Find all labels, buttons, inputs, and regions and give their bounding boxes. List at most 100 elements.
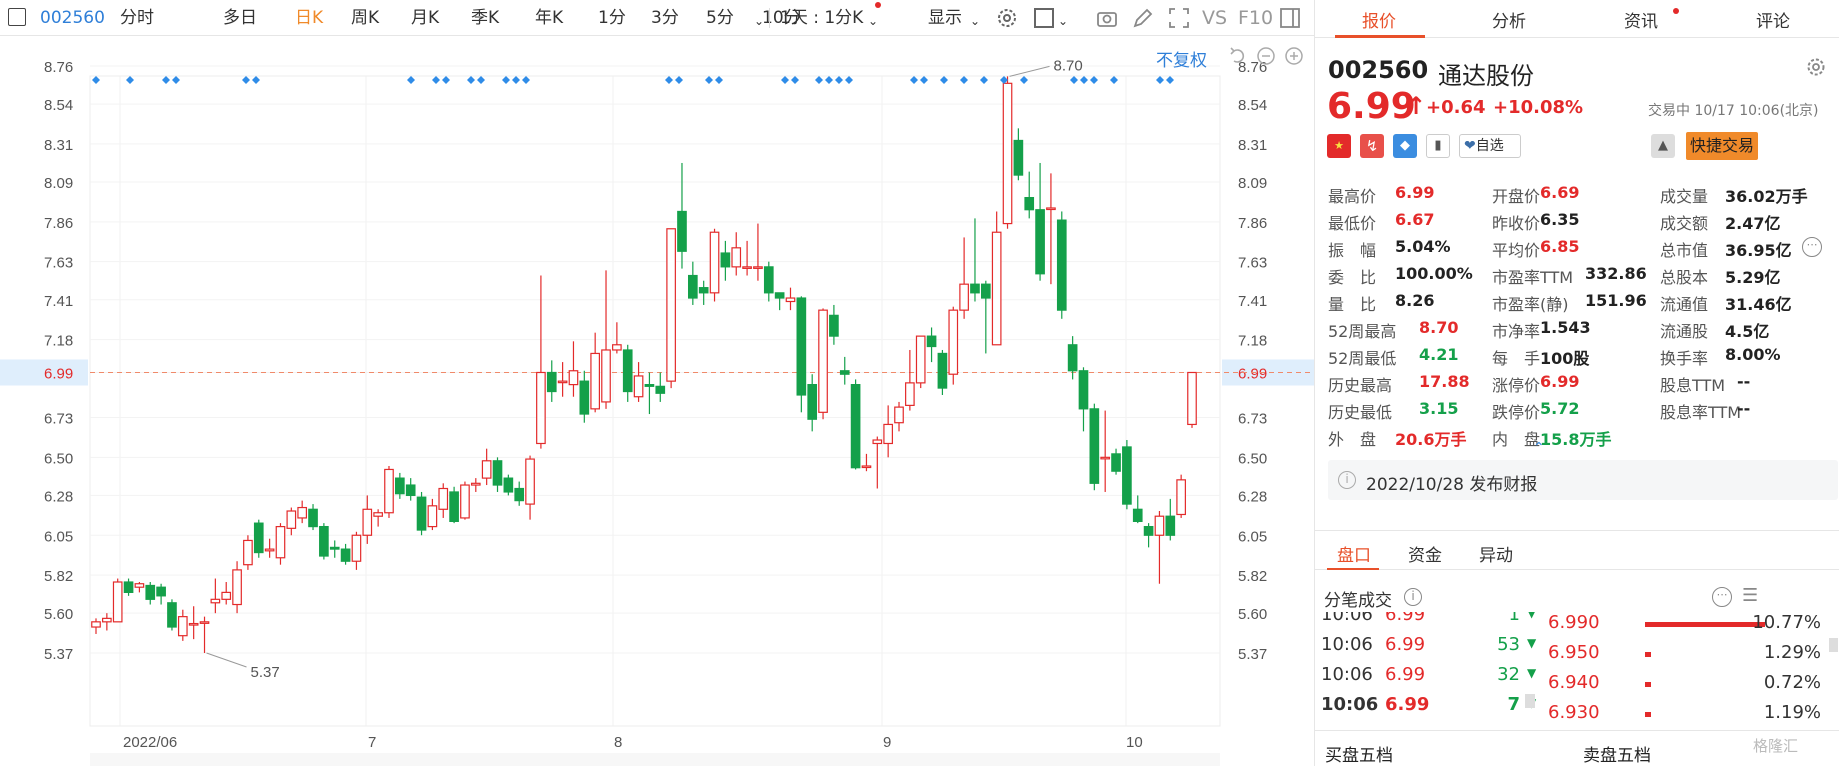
candle-body[interactable] [243, 539, 253, 566]
period-1分[interactable]: 1分 [598, 8, 626, 28]
event-marker[interactable] [1166, 76, 1174, 84]
candle-body[interactable] [774, 292, 785, 299]
tab-capital[interactable]: 资金 [1408, 546, 1442, 566]
candle-body[interactable] [492, 460, 503, 486]
candle-body[interactable] [1176, 479, 1186, 516]
candle-body[interactable] [232, 569, 242, 606]
candle-body[interactable] [872, 439, 883, 445]
bell-icon[interactable]: ▲ [1651, 134, 1675, 158]
candle-body[interactable] [991, 231, 1002, 346]
candle-body[interactable] [188, 622, 199, 626]
event-marker[interactable] [407, 76, 415, 84]
kline-chart[interactable]: 8.76 8.76 8.54 8.54 8.31 8.31 8.09 8.09 7.86 7.86… [0, 36, 1314, 766]
zoom-in-icon[interactable] [1284, 46, 1304, 66]
candle-body[interactable] [915, 335, 926, 384]
candle-body[interactable] [557, 380, 568, 384]
tab-comments[interactable]: 评论 [1756, 12, 1790, 32]
multi-period-dropdown[interactable]: 1天 : 1分K [780, 8, 864, 28]
stock-code[interactable]: 002560 [40, 8, 105, 28]
candle-body[interactable] [883, 423, 893, 445]
fullscreen-icon[interactable] [1167, 6, 1191, 30]
event-marker[interactable] [252, 76, 260, 84]
tab-orderbook[interactable]: 盘口 [1337, 546, 1371, 566]
candle-body[interactable] [156, 586, 166, 597]
candle-body[interactable] [612, 344, 622, 351]
scrollbar-thumb[interactable] [1829, 638, 1838, 652]
event-marker[interactable] [715, 76, 723, 84]
candle-body[interactable] [644, 384, 655, 387]
panel-toggle-icon[interactable] [1278, 6, 1302, 30]
period-5分[interactable]: 5分 [706, 8, 734, 28]
candle-body[interactable] [384, 468, 394, 514]
candle-body[interactable] [1078, 370, 1089, 410]
tab-anomaly[interactable]: 异动 [1479, 546, 1513, 566]
candle-body[interactable] [763, 266, 774, 294]
candle-body[interactable] [546, 371, 557, 393]
period-3分[interactable]: 3分 [651, 8, 679, 28]
candle-body[interactable] [980, 283, 991, 299]
candle-body[interactable] [210, 598, 221, 604]
sidebar-toggle-icon[interactable] [8, 8, 26, 26]
candle-body[interactable] [1111, 453, 1121, 472]
candle-body[interactable] [926, 335, 937, 348]
candle-body[interactable] [145, 584, 156, 600]
event-marker[interactable] [825, 76, 833, 84]
event-marker[interactable] [910, 76, 918, 84]
candle-body[interactable] [102, 617, 112, 623]
range-scroller[interactable] [90, 753, 1220, 766]
event-marker[interactable] [522, 76, 530, 84]
candle-body[interactable] [536, 371, 546, 445]
chevron-down-icon[interactable]: ⌄ [1058, 14, 1069, 28]
undo-icon[interactable] [1228, 46, 1248, 66]
candle-body[interactable] [1067, 344, 1078, 372]
candle-body[interactable] [438, 487, 449, 510]
event-marker[interactable] [467, 76, 475, 84]
candle-body[interactable] [470, 482, 481, 486]
event-marker[interactable] [432, 76, 440, 84]
candle-body[interactable] [818, 309, 828, 413]
candle-body[interactable] [1013, 139, 1024, 176]
candle-body[interactable] [199, 621, 210, 624]
more-icon[interactable]: ⋯ [1802, 237, 1822, 257]
event-marker[interactable] [126, 76, 134, 84]
display-menu[interactable]: 显示 [928, 8, 962, 28]
candle-body[interactable] [622, 349, 633, 393]
event-marker[interactable] [1156, 76, 1164, 84]
candle-body[interactable] [514, 487, 525, 502]
candle-body[interactable] [373, 512, 383, 517]
candle-body[interactable] [1165, 515, 1176, 536]
vs-button[interactable]: VS [1202, 7, 1228, 29]
candle-body[interactable] [427, 505, 438, 528]
event-marker[interactable] [980, 76, 988, 84]
candle-body[interactable] [297, 506, 308, 519]
candle-body[interactable] [525, 458, 535, 505]
event-marker[interactable] [92, 76, 100, 84]
candle-body[interactable] [1154, 515, 1165, 536]
tab-analysis[interactable]: 分析 [1492, 12, 1526, 32]
event-marker[interactable] [512, 76, 520, 84]
quick-trade-button[interactable]: 快捷交易 [1686, 132, 1758, 160]
candle-body[interactable] [329, 546, 340, 550]
event-marker[interactable] [705, 76, 713, 84]
candle-body[interactable] [753, 266, 763, 269]
chevron-down-icon[interactable]: ⌄ [754, 14, 765, 28]
candle-body[interactable] [698, 287, 709, 294]
kline-chart-area[interactable]: 8.76 8.76 8.54 8.54 8.31 8.31 8.09 8.09 7.86 7.86… [0, 36, 1314, 766]
period-日K[interactable]: 日K [295, 8, 324, 28]
candle-body[interactable] [948, 309, 959, 375]
period-月K[interactable]: 月K [411, 8, 440, 28]
candle-body[interactable] [579, 380, 590, 415]
candle-body[interactable] [503, 477, 514, 493]
event-marker[interactable] [442, 76, 450, 84]
candle-body[interactable] [601, 349, 611, 403]
candle-body[interactable] [905, 382, 915, 406]
tab-quote[interactable]: 报价 [1362, 12, 1396, 32]
candle-body[interactable] [1132, 508, 1143, 523]
event-marker[interactable] [477, 76, 485, 84]
candle-body[interactable] [1187, 371, 1197, 426]
event-marker[interactable] [1090, 76, 1098, 84]
candle-body[interactable] [1056, 219, 1067, 311]
candle-body[interactable] [785, 297, 796, 303]
candle-body[interactable] [590, 352, 601, 410]
candle-body[interactable] [1046, 207, 1056, 211]
